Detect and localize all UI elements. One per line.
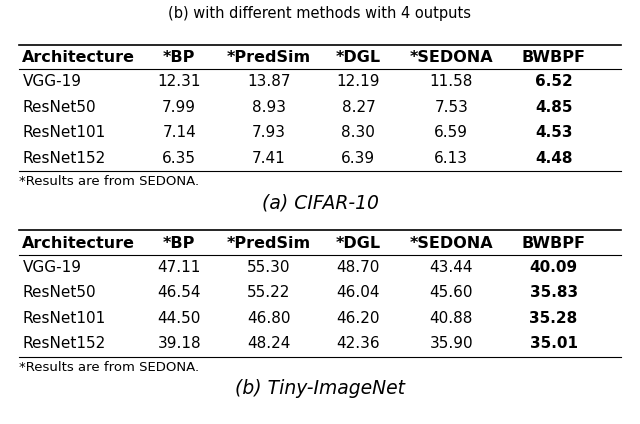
Text: ResNet101: ResNet101: [22, 125, 106, 140]
Text: *SEDONA: *SEDONA: [410, 50, 493, 65]
Text: *BP: *BP: [163, 235, 195, 251]
Text: 40.09: 40.09: [529, 260, 578, 275]
Text: ResNet152: ResNet152: [22, 336, 106, 351]
Text: 48.70: 48.70: [337, 260, 380, 275]
Text: (b) with different methods with 4 outputs: (b) with different methods with 4 output…: [168, 6, 472, 21]
Text: 7.93: 7.93: [252, 125, 286, 140]
Text: 46.04: 46.04: [337, 285, 380, 301]
Text: ResNet152: ResNet152: [22, 151, 106, 166]
Text: 46.54: 46.54: [157, 285, 201, 301]
Text: VGG-19: VGG-19: [22, 260, 81, 275]
Text: *BP: *BP: [163, 50, 195, 65]
Text: 44.50: 44.50: [157, 311, 201, 326]
Text: ResNet101: ResNet101: [22, 311, 106, 326]
Text: 4.85: 4.85: [535, 100, 572, 115]
Text: Architecture: Architecture: [22, 235, 136, 251]
Text: 8.93: 8.93: [252, 100, 286, 115]
Text: *Results are from SEDONA.: *Results are from SEDONA.: [19, 361, 199, 374]
Text: 6.39: 6.39: [341, 151, 376, 166]
Text: *PredSim: *PredSim: [227, 50, 311, 65]
Text: 35.90: 35.90: [429, 336, 473, 351]
Text: 8.27: 8.27: [342, 100, 375, 115]
Text: 35.01: 35.01: [530, 336, 578, 351]
Text: 6.52: 6.52: [535, 74, 572, 89]
Text: 7.99: 7.99: [162, 100, 196, 115]
Text: 7.41: 7.41: [252, 151, 285, 166]
Text: (b) Tiny-ImageNet: (b) Tiny-ImageNet: [235, 379, 405, 398]
Text: 40.88: 40.88: [429, 311, 473, 326]
Text: VGG-19: VGG-19: [22, 74, 81, 89]
Text: BWBPF: BWBPF: [522, 50, 586, 65]
Text: 42.36: 42.36: [337, 336, 380, 351]
Text: 55.22: 55.22: [247, 285, 291, 301]
Text: 13.87: 13.87: [247, 74, 291, 89]
Text: BWBPF: BWBPF: [522, 235, 586, 251]
Text: (a) CIFAR-10: (a) CIFAR-10: [262, 193, 378, 212]
Text: 55.30: 55.30: [247, 260, 291, 275]
Text: 45.60: 45.60: [429, 285, 473, 301]
Text: *SEDONA: *SEDONA: [410, 235, 493, 251]
Text: *DGL: *DGL: [336, 50, 381, 65]
Text: 39.18: 39.18: [157, 336, 201, 351]
Text: 12.31: 12.31: [157, 74, 201, 89]
Text: 4.53: 4.53: [535, 125, 572, 140]
Text: 6.35: 6.35: [162, 151, 196, 166]
Text: 6.13: 6.13: [434, 151, 468, 166]
Text: 46.80: 46.80: [247, 311, 291, 326]
Text: *Results are from SEDONA.: *Results are from SEDONA.: [19, 175, 199, 188]
Text: ResNet50: ResNet50: [22, 100, 96, 115]
Text: 46.20: 46.20: [337, 311, 380, 326]
Text: 7.53: 7.53: [435, 100, 468, 115]
Text: 6.59: 6.59: [434, 125, 468, 140]
Text: 35.83: 35.83: [529, 285, 578, 301]
Text: 7.14: 7.14: [163, 125, 196, 140]
Text: *PredSim: *PredSim: [227, 235, 311, 251]
Text: ResNet50: ResNet50: [22, 285, 96, 301]
Text: 11.58: 11.58: [429, 74, 473, 89]
Text: 8.30: 8.30: [342, 125, 375, 140]
Text: Architecture: Architecture: [22, 50, 136, 65]
Text: 4.48: 4.48: [535, 151, 572, 166]
Text: 43.44: 43.44: [429, 260, 473, 275]
Text: *DGL: *DGL: [336, 235, 381, 251]
Text: 35.28: 35.28: [529, 311, 578, 326]
Text: 48.24: 48.24: [247, 336, 291, 351]
Text: 47.11: 47.11: [157, 260, 201, 275]
Text: 12.19: 12.19: [337, 74, 380, 89]
